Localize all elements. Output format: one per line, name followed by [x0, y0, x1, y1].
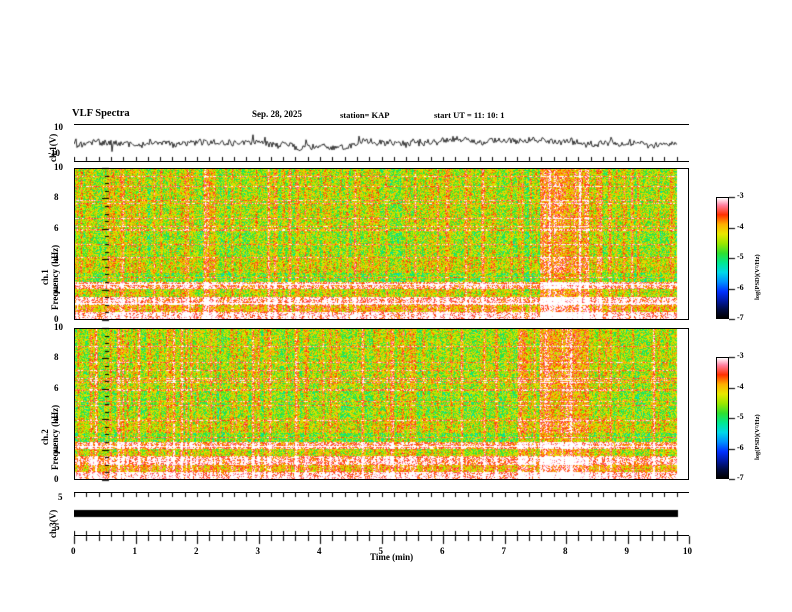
- freq-tick-label: 6: [54, 222, 59, 233]
- freq-tick-label: 8: [54, 352, 59, 363]
- ch1-waveform-canvas: [74, 124, 689, 162]
- colorbar-tick-label: -5: [737, 412, 744, 421]
- x-axis-ticks: [60, 535, 760, 561]
- start-ut-label: start UT = 11: 10: 1: [434, 110, 505, 120]
- ch3-waveform-canvas: [74, 492, 689, 536]
- ch2-spectrogram-canvas: [74, 328, 689, 480]
- ch1-wave-tick-top: 10: [54, 122, 63, 132]
- ch3-wave-tick-bottom: -5: [52, 522, 60, 532]
- freq-tick-label: 2: [54, 443, 59, 454]
- freq-tick-label: 10: [54, 322, 63, 332]
- freq-tick-label: 8: [54, 192, 59, 203]
- x-axis-tick-label: 9: [624, 546, 630, 556]
- ch3-wave-tick-top: 5: [58, 492, 63, 502]
- x-axis-tick-label: 0: [71, 546, 76, 556]
- colorbar-tick-label: -6: [737, 442, 744, 452]
- x-axis-tick-label: 1: [132, 546, 138, 556]
- colorbar-tick-label: -6: [737, 282, 744, 292]
- ch1-waveform-frame: [74, 124, 689, 162]
- x-axis-tick-label: 4: [317, 546, 322, 556]
- freq-tick-label: 10: [54, 162, 63, 172]
- colorbar-tick-label: -4: [737, 221, 744, 231]
- ch1-spectrogram-canvas: [74, 168, 689, 320]
- station-label: station= KAP: [340, 110, 390, 120]
- colorbar-ch2-ticks: [729, 349, 759, 489]
- colorbar-tick-label: -7: [737, 313, 744, 322]
- freq-tick-label: 4: [54, 413, 59, 424]
- freq-tick-label: 0: [54, 474, 59, 484]
- colorbar-tick-label: -7: [737, 473, 744, 482]
- freq-tick-label: 4: [54, 253, 59, 264]
- colorbar-ch1-label: log(PSD)(V²/Hz): [754, 254, 761, 300]
- ch1-spec-ylabel-line1: ch.1: [40, 269, 50, 285]
- ch2-spectrogram-axis-ticks: [40, 320, 110, 490]
- colorbar-tick-label: -5: [737, 252, 744, 261]
- freq-tick-label: 2: [54, 283, 59, 294]
- x-axis-tick-label: 5: [378, 546, 384, 556]
- ch1-spectrogram-axis-ticks: [40, 160, 110, 330]
- colorbar-ch2-label: log(PSD)(V²/Hz): [754, 414, 761, 460]
- colorbar-tick-label: -4: [737, 381, 744, 391]
- x-axis-tick-label: 2: [194, 546, 199, 556]
- colorbar-tick-label: -3: [737, 351, 744, 360]
- figure-title: VLF Spectra: [72, 108, 130, 119]
- x-axis-label: Time (min): [370, 552, 414, 562]
- x-axis-tick-label: 6: [440, 546, 445, 556]
- x-axis-tick-label: 8: [563, 546, 568, 556]
- colorbar-ch1-ticks: [729, 189, 759, 329]
- ch2-spectrogram-frame: [74, 328, 689, 480]
- colorbar-tick-label: -3: [737, 191, 744, 200]
- ch3-waveform-frame: [74, 492, 689, 536]
- x-axis-tick-label: 7: [501, 546, 507, 556]
- x-axis-tick-label: 10: [683, 546, 692, 556]
- freq-tick-label: 0: [54, 314, 59, 324]
- ch2-spec-ylabel-line1: ch.2: [40, 429, 50, 445]
- ch1-spectrogram-frame: [74, 168, 689, 320]
- colorbar-ch1: [716, 197, 729, 319]
- x-axis-tick-label: 3: [255, 546, 261, 556]
- figure-date: Sep. 28, 2025: [252, 109, 303, 119]
- ch1-wave-tick-bottom: -10: [48, 148, 60, 158]
- colorbar-ch2: [716, 357, 729, 479]
- freq-tick-label: 6: [54, 382, 59, 393]
